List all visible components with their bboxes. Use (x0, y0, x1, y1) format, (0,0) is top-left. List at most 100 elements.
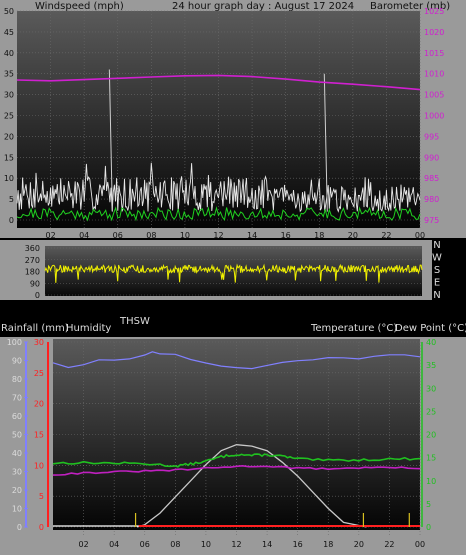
wind-x-tick-label: 12 (213, 231, 223, 240)
thsw-label: THSW (119, 316, 150, 327)
wind-tick-label: 10 (4, 174, 14, 183)
temperature-tick-label: 30 (426, 384, 436, 393)
barometer-tick-label: 980 (424, 195, 439, 204)
wind-x-tick-label: 18 (314, 231, 324, 240)
barometer-line (16, 74, 421, 91)
thsw-line (136, 444, 367, 528)
rain-tick-label: 30 (34, 338, 44, 347)
wind-x-tick-label: 10 (180, 231, 190, 240)
humidity-tick-label: 30 (12, 468, 22, 477)
humidity-tick-label: 10 (12, 505, 22, 514)
wind-spike-line (108, 69, 113, 212)
dew-point-axis-title: Dew Point (°C) (395, 323, 466, 334)
humidity-tick-label: 0 (17, 523, 22, 532)
barometer-axis-title: Barometer (mb) (370, 1, 450, 12)
temperature-tick-label: 10 (426, 477, 436, 486)
bottom-x-tick-label: 06 (140, 540, 150, 549)
humidity-tick-label: 20 (12, 486, 22, 495)
barometer-tick-label: 1010 (424, 70, 444, 79)
temperature-tick-label: 15 (426, 454, 436, 463)
humidity-axis-title: Humidity (66, 323, 111, 334)
wind-tick-label: 15 (4, 153, 14, 162)
direction-tick-label: 0 (35, 291, 40, 300)
rainfall-axis-title: Rainfall (mm) (1, 323, 69, 334)
wind-x-tick-label: 14 (247, 231, 257, 240)
rain-tick-label: 10 (34, 461, 44, 470)
bottom-x-tick-label: 02 (78, 540, 88, 549)
wind-tick-label: 30 (4, 91, 14, 100)
wind-direction-line (44, 263, 423, 283)
dew-point-line (52, 464, 421, 476)
rain-tick-label: 5 (39, 492, 44, 501)
wind-tick-label: 40 (4, 49, 14, 58)
wind-x-tick-label: 08 (146, 231, 156, 240)
temperature-tick-label: 0 (426, 523, 431, 532)
compass-label: W (432, 253, 442, 264)
humidity-tick-label: 60 (12, 412, 22, 421)
wind-tick-label: 25 (4, 112, 14, 121)
bottom-x-tick-label: 20 (354, 540, 364, 549)
wind-tick-label: 20 (4, 132, 14, 141)
direction-tick-label: 270 (25, 256, 40, 265)
barometer-tick-label: 1015 (424, 49, 444, 58)
humidity-tick-label: 90 (12, 357, 22, 366)
temperature-line (52, 453, 421, 468)
wind-x-tick-label: 06 (113, 231, 123, 240)
bottom-x-tick-label: 14 (262, 540, 272, 549)
chart-date-title: 24 hour graph day : August 17 2024 (172, 1, 354, 12)
temperature-tick-label: 35 (426, 361, 436, 370)
wind-x-tick-label: 00 (415, 231, 425, 240)
temperature-tick-label: 40 (426, 338, 436, 347)
direction-tick-label: 360 (25, 244, 40, 253)
barometer-tick-label: 1025 (424, 7, 444, 16)
bottom-x-tick-label: 00 (415, 540, 425, 549)
wind-tick-label: 0 (9, 216, 14, 225)
bottom-x-tick-label: 08 (170, 540, 180, 549)
compass-label: E (434, 278, 440, 289)
temperature-tick-label: 5 (426, 500, 431, 509)
wind-axis-title: Windspeed (mph) (35, 1, 124, 12)
rain-tick-label: 15 (34, 431, 44, 440)
barometer-tick-label: 995 (424, 132, 439, 141)
thsw-strip (0, 303, 466, 337)
humidity-tick-label: 100 (7, 338, 22, 347)
wind-x-tick-label: 20 (348, 231, 358, 240)
temperature-tick-label: 20 (426, 431, 436, 440)
bottom-x-tick-label: 22 (384, 540, 394, 549)
direction-tick-label: 180 (25, 268, 40, 277)
bottom-x-tick-label: 10 (201, 540, 211, 549)
compass-label: N (433, 240, 440, 251)
bottom-x-tick-label: 12 (231, 540, 241, 549)
temperature-axis-title: Temperature (°C) (310, 323, 397, 334)
bottom-x-tick-label: 04 (109, 540, 119, 549)
humidity-tick-label: 80 (12, 375, 22, 384)
humidity-tick-label: 50 (12, 431, 22, 440)
wind-x-tick-label: 02 (45, 231, 55, 240)
humidity-line (52, 351, 421, 370)
rain-tick-label: 0 (39, 523, 44, 532)
wind-tick-label: 50 (4, 7, 14, 16)
wind-tick-label: 45 (4, 28, 14, 37)
barometer-tick-label: 985 (424, 174, 439, 183)
rain-tick-label: 25 (34, 369, 44, 378)
wind-x-tick-label: 22 (381, 231, 391, 240)
barometer-tick-label: 990 (424, 153, 439, 162)
wind-spike-line (323, 73, 328, 212)
wind-gust-line (16, 162, 421, 213)
compass-label: N (433, 290, 440, 301)
direction-tick-label: 90 (30, 279, 40, 288)
humidity-tick-label: 40 (12, 449, 22, 458)
rain-tick-label: 20 (34, 400, 44, 409)
direction-plot-bg (45, 246, 422, 296)
barometer-tick-label: 1005 (424, 91, 444, 100)
barometer-tick-label: 975 (424, 216, 439, 225)
barometer-tick-label: 1020 (424, 28, 444, 37)
humidity-tick-label: 70 (12, 394, 22, 403)
temperature-tick-label: 25 (426, 407, 436, 416)
compass-label: S (434, 265, 440, 276)
wind-x-tick-label: 04 (79, 231, 89, 240)
bottom-x-tick-label: 18 (323, 540, 333, 549)
wind-x-tick-label: 16 (281, 231, 291, 240)
wind-average-line (16, 206, 421, 222)
